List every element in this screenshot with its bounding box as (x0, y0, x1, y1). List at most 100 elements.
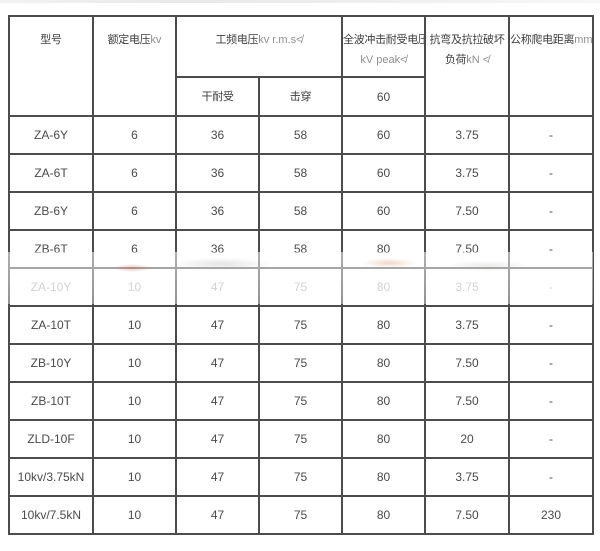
cell-model: ZB-6Y (8, 191, 94, 231)
cell-rated: 10 (92, 457, 177, 497)
cell-rated: 10 (92, 495, 177, 535)
cell-dry: 47 (175, 381, 260, 421)
cell-load: 7.50 (424, 495, 510, 535)
header-rated-voltage-label: 额定电压 (107, 34, 151, 46)
cell-dry: 47 (175, 343, 260, 383)
header-power-frequency-label: 工频电压 (215, 34, 259, 46)
cell-impulse: 80 (341, 381, 426, 421)
cell-dry: 36 (175, 153, 260, 193)
header-dry-withstand-label: 干耐受 (201, 90, 234, 103)
cell-model: ZLD-10F (8, 419, 94, 459)
cell-impulse: 60 (341, 115, 426, 155)
cell-impulse: 80 (341, 457, 426, 497)
cell-model: ZA-6T (8, 153, 94, 193)
cell-creepage: - (508, 305, 594, 345)
cell-rated: 6 (92, 115, 177, 155)
cell-impulse: 80 (341, 343, 426, 383)
cell-creepage: - (508, 419, 594, 459)
table-header: 型号 额定电压kv 工频电压kv r.m.s≮ 全波冲击耐受电压 kV peak≮… (8, 15, 594, 117)
header-breaking-load: 抗弯及抗拉破坏负荷kN ≮ (424, 15, 510, 117)
cell-model: ZB-10Y (8, 343, 94, 383)
cell-puncture: 75 (258, 457, 343, 497)
cell-model: ZA-6Y (8, 115, 94, 155)
header-model-label: 型号 (40, 34, 62, 46)
cell-puncture: 75 (258, 343, 343, 383)
cell-puncture: 75 (258, 305, 343, 345)
table-row: ZA-6Y 6 36 58 60 3.75- (8, 115, 594, 155)
cell-impulse: 80 (341, 267, 426, 307)
cell-rated: 10 (92, 419, 177, 459)
table-row: ZB-10T 10 47 75 80 7.50- (8, 381, 594, 421)
cell-load: 7.50 (424, 343, 510, 383)
cell-rated: 6 (92, 191, 177, 231)
cell-load: 3.75 (424, 267, 510, 307)
header-creepage-unit: mm (574, 34, 593, 46)
header-creepage-label: 公称爬电距离 (510, 34, 575, 46)
header-creepage-distance: 公称爬电距离mm (508, 15, 594, 117)
table-row: ZA-6T 6 36 58 60 3.75- (8, 153, 594, 193)
table-row: ZLD-10F 10 47 75 80 20- (8, 419, 594, 459)
cell-puncture: 75 (258, 267, 343, 307)
table-row: ZB-6T 6 36 58 80 7.50- (8, 229, 594, 269)
header-impulse-label: 全波冲击耐受电压 (343, 34, 425, 46)
header-rated-voltage-unit: kv (150, 34, 162, 46)
cell-creepage: - (508, 267, 594, 307)
cell-puncture: 58 (258, 115, 343, 155)
cell-load: 7.50 (424, 191, 510, 231)
cell-creepage: - (508, 457, 594, 497)
cell-load: 7.50 (424, 381, 510, 421)
cell-load: 3.75 (424, 115, 510, 155)
cell-load: 3.75 (424, 153, 510, 193)
cell-rated: 10 (92, 343, 177, 383)
cell-puncture: 75 (258, 419, 343, 459)
cell-load: 3.75 (424, 457, 510, 497)
header-dry-withstand: 干耐受 (175, 76, 260, 117)
cell-creepage: - (508, 153, 594, 193)
header-row-sub: 干耐受 击穿 60 (9, 76, 593, 117)
cell-dry: 36 (175, 191, 260, 231)
cell-model: ZA-10Y (8, 267, 94, 307)
table-row: 10kv/3.75kN 10 47 75 80 3.75- (8, 457, 594, 497)
cell-load: 3.75 (424, 305, 510, 345)
cell-rated: 6 (92, 229, 177, 269)
cell-puncture: 58 (258, 191, 343, 231)
insulator-spec-table: 型号 额定电压kv 工频电压kv r.m.s≮ 全波冲击耐受电压 kV peak≮… (8, 15, 594, 535)
cell-dry: 47 (175, 495, 260, 535)
cell-impulse: 60 (341, 153, 426, 193)
header-row-top: 型号 额定电压kv 工频电压kv r.m.s≮ 全波冲击耐受电压 kV peak≮… (8, 15, 594, 117)
cell-dry: 36 (175, 229, 260, 269)
table-row: ZA-10Y 10 47 75 80 3.75- (8, 267, 594, 307)
cell-rated: 10 (92, 305, 177, 345)
cell-dry: 36 (175, 115, 260, 155)
cell-load: 7.50 (424, 229, 510, 269)
cell-impulse: 60 (341, 191, 426, 231)
cell-impulse: 80 (341, 305, 426, 345)
header-impulse-voltage: 全波冲击耐受电压 kV peak≮ (341, 15, 426, 78)
cell-rated: 10 (92, 381, 177, 421)
cell-dry: 47 (175, 267, 260, 307)
cell-model: ZA-10T (8, 305, 94, 345)
cell-dry: 47 (175, 457, 260, 497)
header-puncture: 击穿 (258, 76, 343, 117)
cell-puncture: 58 (258, 153, 343, 193)
cell-load: 20 (424, 419, 510, 459)
table-row: ZA-10T 10 47 75 80 3.75- (8, 305, 594, 345)
cell-dry: 47 (175, 305, 260, 345)
header-power-frequency-voltage: 工频电压kv r.m.s≮ (175, 15, 343, 78)
cell-model: ZB-6T (8, 229, 94, 269)
header-model: 型号 (8, 15, 94, 117)
cell-rated: 10 (92, 267, 177, 307)
cell-puncture: 75 (258, 495, 343, 535)
cell-creepage: - (508, 343, 594, 383)
table-row: ZB-10Y 10 47 75 80 7.50- (8, 343, 594, 383)
scan-noise-strip (0, 0, 600, 3)
table-row: ZB-6Y 6 36 58 60 7.50- (8, 191, 594, 231)
table-body: ZA-6Y 6 36 58 60 3.75- ZA-6T 6 36 58 60 3.75- ZB-6Y 6… (8, 115, 594, 535)
cell-model: ZB-10T (8, 381, 94, 421)
cell-creepage: - (508, 229, 594, 269)
header-power-frequency-unit: kv r.m.s≮ (258, 34, 303, 46)
header-impulse-unit: kV peak≮ (360, 54, 407, 66)
cell-puncture: 58 (258, 229, 343, 269)
table-row: 10kv/7.5kN 10 47 75 80 7.50 230 (8, 495, 594, 535)
